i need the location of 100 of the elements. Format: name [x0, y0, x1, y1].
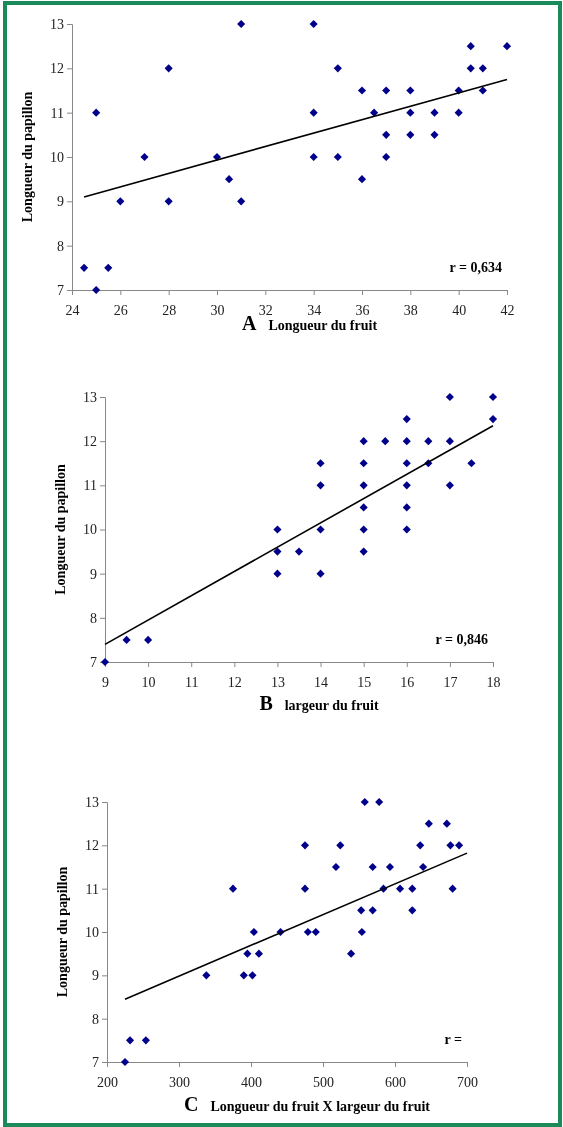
- point: [100, 657, 110, 667]
- point: [122, 635, 131, 644]
- x-tick-label: 10: [141, 674, 156, 690]
- y-tick-label: 10: [50, 149, 64, 165]
- x-tick-label: 40: [452, 302, 467, 318]
- y-tick-label: 10: [85, 924, 99, 940]
- point: [164, 64, 173, 73]
- text: A: [241, 312, 257, 334]
- y-tick-label: 8: [57, 238, 64, 254]
- y-tick-label: 13: [83, 389, 97, 405]
- y-tick-label: 9: [57, 194, 64, 210]
- y-tick-label: 9: [90, 566, 97, 582]
- point: [359, 503, 368, 512]
- x-tick-label: 400: [241, 1074, 262, 1090]
- point: [467, 459, 476, 468]
- x-tick-label: 42: [500, 302, 515, 318]
- y-axis-title: Longueur du papillon: [55, 866, 70, 998]
- point: [402, 525, 411, 534]
- point: [359, 437, 368, 446]
- x-tick-label: 16: [400, 674, 415, 690]
- y-tick-label: 13: [50, 16, 64, 32]
- point: [382, 152, 391, 162]
- point: [402, 459, 411, 468]
- x-tick-label: 13: [270, 674, 285, 690]
- point: [466, 42, 475, 51]
- point: [445, 481, 454, 490]
- x-tick-label: 26: [113, 302, 128, 318]
- x-tick-label: 200: [97, 1074, 118, 1090]
- point: [120, 1057, 130, 1067]
- point: [382, 130, 391, 139]
- x-tick-label: 36: [355, 302, 370, 318]
- point: [357, 906, 366, 915]
- point: [309, 108, 318, 117]
- point: [430, 108, 439, 117]
- annotation: r =: [444, 1032, 463, 1047]
- point: [300, 841, 310, 850]
- point: [357, 175, 367, 184]
- point: [225, 175, 234, 184]
- point: [228, 884, 238, 893]
- y-tick-label: 11: [85, 881, 99, 897]
- x-tick-label: 24: [65, 302, 80, 318]
- point: [273, 525, 282, 534]
- point: [419, 862, 428, 872]
- x-tick-label: 300: [169, 1074, 190, 1090]
- y-axis-title: Longueur du papillon: [53, 464, 68, 595]
- point: [370, 108, 379, 117]
- point: [316, 459, 325, 468]
- point: [316, 481, 325, 490]
- y-tick-label: 12: [85, 838, 99, 854]
- point: [141, 1036, 150, 1045]
- x-tick-label: 500: [313, 1074, 334, 1090]
- point: [202, 971, 211, 980]
- point: [164, 197, 173, 206]
- point: [359, 481, 368, 490]
- point: [237, 19, 246, 29]
- x-tick-label: 9: [102, 674, 109, 690]
- x-tick-label: 18: [486, 674, 501, 690]
- y-tick-label: 10: [83, 522, 97, 538]
- x-tick-label: 15: [357, 674, 372, 690]
- point: [448, 884, 457, 893]
- x-axis-title: largeur du fruit: [284, 698, 379, 713]
- point: [254, 949, 263, 958]
- point: [406, 86, 415, 95]
- y-tick-label: 7: [57, 282, 64, 298]
- x-axis-title: Longueur du fruit X largeur du fruit: [210, 1099, 431, 1114]
- point: [381, 437, 390, 446]
- point: [212, 152, 222, 162]
- annotation: r = 0,846: [435, 632, 488, 647]
- point: [442, 819, 451, 828]
- point: [243, 949, 252, 958]
- point: [140, 152, 149, 162]
- point: [273, 569, 282, 578]
- y-axis-title: Longueur du papillon: [20, 91, 35, 223]
- point: [359, 459, 368, 468]
- point: [395, 884, 405, 893]
- y-tick-label: 12: [83, 434, 97, 450]
- point: [92, 285, 101, 295]
- x-tick-label: 11: [184, 674, 199, 690]
- point: [239, 971, 248, 980]
- y-tick-label: 9: [92, 968, 99, 984]
- point: [445, 392, 454, 402]
- point: [382, 86, 391, 95]
- point: [303, 927, 312, 937]
- x-tick-label: 38: [403, 302, 418, 318]
- annotation: r = 0,634: [449, 260, 502, 275]
- point: [402, 503, 411, 512]
- point: [300, 884, 310, 893]
- point: [424, 819, 433, 828]
- point: [357, 86, 367, 95]
- point: [357, 927, 366, 937]
- point: [406, 108, 415, 117]
- point: [466, 64, 475, 73]
- point: [249, 927, 258, 937]
- point: [333, 152, 342, 162]
- point: [347, 949, 356, 958]
- point: [445, 437, 454, 446]
- point: [80, 263, 89, 272]
- point: [488, 415, 498, 424]
- x-tick-label: 28: [162, 302, 177, 318]
- y-tick-label: 11: [50, 105, 64, 121]
